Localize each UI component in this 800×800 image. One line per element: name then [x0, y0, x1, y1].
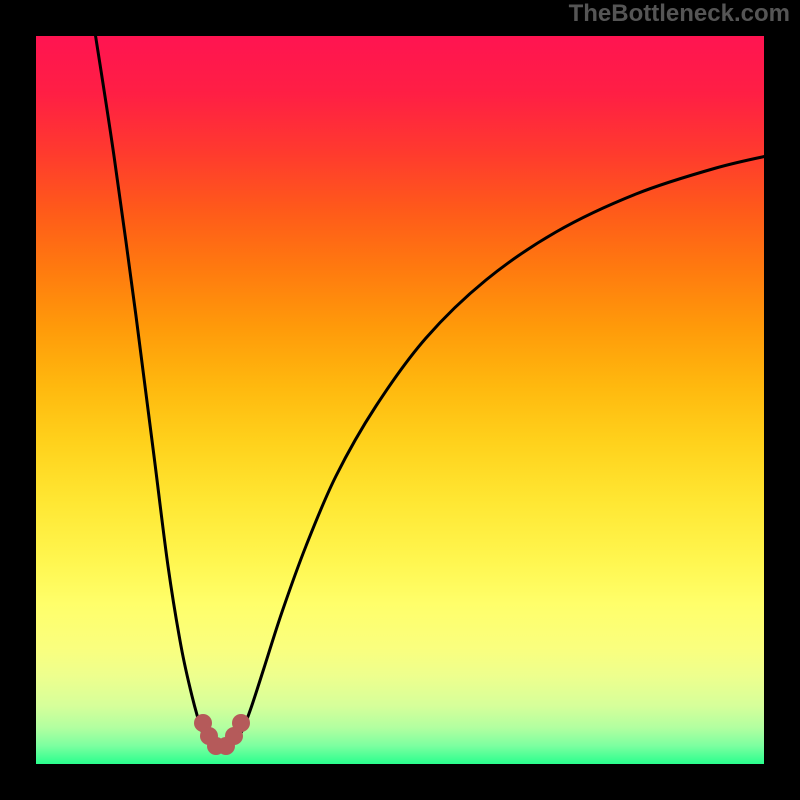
plot-area [36, 36, 764, 764]
bottleneck-curve [94, 36, 764, 749]
valley-marker [232, 714, 250, 732]
chart-frame: TheBottleneck.com [0, 0, 800, 800]
watermark-text: TheBottleneck.com [569, 0, 790, 28]
curve-layer [36, 36, 764, 764]
